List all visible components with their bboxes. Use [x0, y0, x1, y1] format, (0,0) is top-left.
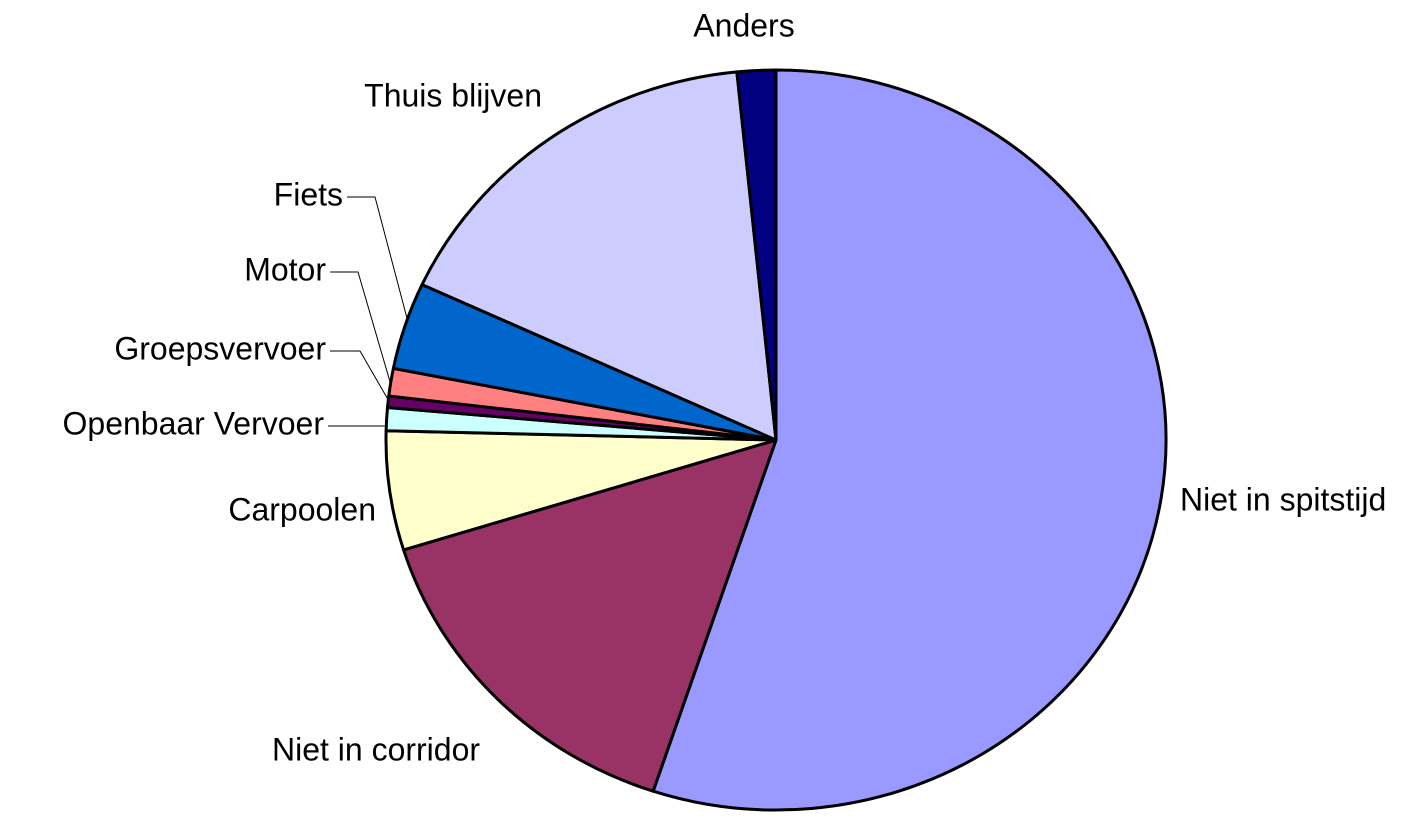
leader-line [330, 271, 394, 393]
pie-slice [651, 68, 1168, 812]
slice-label: Motor [244, 251, 326, 287]
slice-label: Openbaar Vervoer [63, 405, 325, 441]
slice-label: Thuis blijven [364, 77, 542, 113]
pie-slice [420, 70, 778, 442]
pie-slice [735, 68, 778, 442]
slice-label: Fiets [274, 176, 343, 212]
slice-label: Anders [693, 7, 794, 43]
leader-line [330, 350, 391, 404]
slice-label: Carpoolen [228, 491, 376, 527]
leader-line [347, 196, 409, 323]
slice-label: Niet in corridor [272, 731, 480, 767]
slice-label: Groepsvervoer [114, 330, 326, 366]
pie-slice [402, 438, 778, 793]
slice-label: Niet in spitstijd [1180, 481, 1386, 517]
